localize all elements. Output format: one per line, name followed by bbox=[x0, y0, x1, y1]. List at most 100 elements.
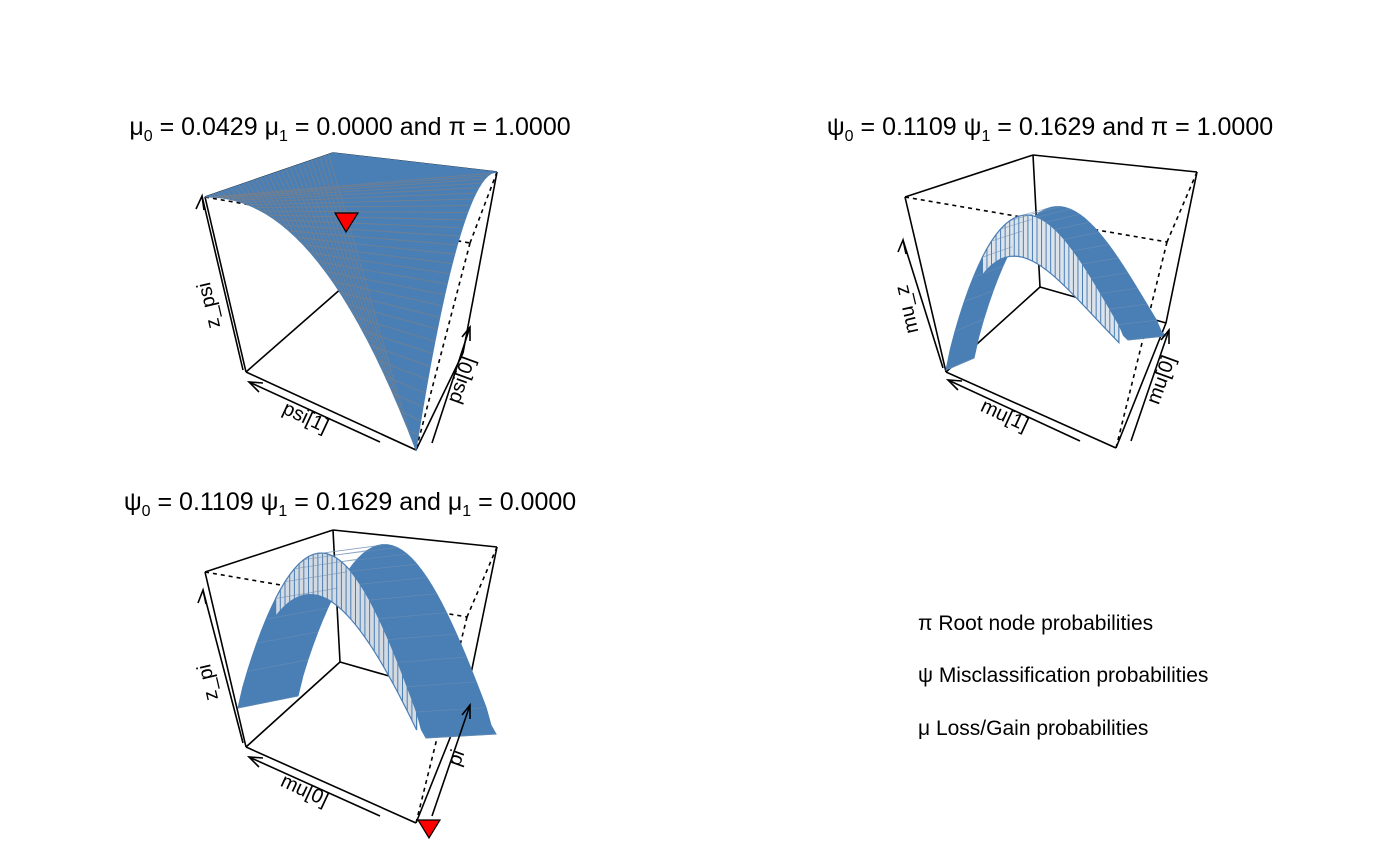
mesh-line bbox=[964, 290, 994, 303]
mesh-line bbox=[425, 733, 497, 739]
mesh-line bbox=[306, 161, 371, 346]
panel-3-surface bbox=[237, 544, 497, 739]
mesh-line bbox=[369, 593, 437, 601]
mesh-line bbox=[397, 656, 467, 663]
symbol-legend: π Root node probabilities ψ Misclassific… bbox=[918, 612, 1208, 740]
mesh-line bbox=[982, 246, 1013, 258]
mesh-line bbox=[272, 173, 312, 254]
panel-3-title: ψ0 = 0.1109 ψ1 = 0.1629 and μ1 = 0.0000 bbox=[124, 488, 576, 520]
mesh-line bbox=[1100, 287, 1138, 294]
panel-3-zlabel: z_pi bbox=[193, 662, 223, 703]
panel-pi-surface: ψ0 = 0.1109 ψ1 = 0.1629 and μ1 = 0.0000 bbox=[124, 488, 576, 840]
mesh-line bbox=[392, 393, 424, 408]
mesh-line bbox=[360, 577, 427, 585]
mesh-line bbox=[1091, 272, 1128, 279]
mesh-line bbox=[227, 182, 482, 200]
mesh-line bbox=[215, 175, 489, 198]
mesh-line bbox=[296, 237, 455, 255]
legend-item-pi: π Root node probabilities bbox=[918, 612, 1153, 635]
mesh-line bbox=[1018, 207, 1051, 217]
mesh-line bbox=[237, 695, 299, 709]
mesh-line bbox=[303, 244, 453, 265]
mesh-line bbox=[1109, 303, 1147, 310]
panel-3-xlabel: mu[0] bbox=[277, 770, 332, 811]
mesh-line bbox=[221, 178, 485, 199]
mesh-line bbox=[1046, 214, 1080, 223]
panel-1-axis-arrows bbox=[195, 193, 471, 444]
mesh-line bbox=[369, 344, 431, 367]
mesh-line bbox=[331, 547, 398, 556]
panel-1-title: μ0 = 0.0429 μ1 = 0.0000 and π = 1.0000 bbox=[129, 113, 570, 145]
mesh-line bbox=[325, 270, 445, 296]
panel-2-hidden-edges bbox=[904, 171, 1198, 449]
panel-1-xlabel: psi[1] bbox=[279, 397, 332, 437]
mesh-line bbox=[310, 252, 450, 275]
mesh-line bbox=[1036, 208, 1071, 218]
panel-2-xlabel: mu[1] bbox=[977, 395, 1032, 436]
mesh-line bbox=[240, 192, 476, 203]
mesh-line bbox=[347, 304, 438, 330]
mesh-line bbox=[289, 230, 458, 246]
mesh-line bbox=[251, 180, 276, 220]
mesh-line bbox=[408, 429, 419, 436]
surface-fill bbox=[204, 152, 498, 452]
mesh-line bbox=[350, 563, 417, 572]
mesh-line bbox=[1082, 257, 1119, 265]
legend-item-mu: μ Loss/Gain probabilities bbox=[918, 717, 1148, 740]
panel-2-title: ψ0 = 0.1109 ψ1 = 0.1629 and π = 1.0000 bbox=[827, 113, 1273, 145]
mesh-line bbox=[311, 160, 379, 361]
mesh-line bbox=[1064, 232, 1099, 240]
mesh-line bbox=[341, 553, 407, 563]
panel-1-ylabel: psi[0] bbox=[443, 354, 480, 406]
mesh-line bbox=[416, 707, 487, 713]
mesh-line bbox=[261, 210, 468, 213]
panel-2-surface bbox=[945, 206, 1168, 371]
mesh-line bbox=[255, 179, 283, 226]
mesh-line bbox=[256, 631, 318, 644]
panel-mu-surface: ψ0 = 0.1109 ψ1 = 0.1629 and π = 1.0000 bbox=[827, 113, 1273, 449]
mesh-line bbox=[400, 410, 421, 422]
mesh-line bbox=[328, 154, 409, 431]
mesh-line bbox=[354, 316, 436, 342]
mesh-line bbox=[208, 195, 211, 198]
mesh-line bbox=[388, 633, 457, 640]
mesh-line bbox=[317, 261, 448, 285]
mesh-line bbox=[1118, 319, 1157, 325]
mesh-line bbox=[973, 266, 1003, 278]
panel-3-marker-icon bbox=[416, 819, 442, 840]
mesh-line bbox=[1055, 221, 1090, 230]
mesh-line bbox=[247, 659, 308, 672]
mesh-line bbox=[1127, 335, 1167, 341]
panel-1-marker-icon bbox=[333, 212, 360, 234]
mesh-line bbox=[1027, 206, 1061, 216]
mesh-line bbox=[254, 205, 471, 209]
mesh-line bbox=[234, 187, 479, 201]
mesh-line bbox=[209, 172, 492, 198]
mesh-line bbox=[378, 612, 447, 620]
mesh-line bbox=[284, 571, 348, 583]
panel-3-ylabel: pi bbox=[443, 747, 469, 769]
mesh-line bbox=[266, 607, 328, 620]
mesh-line bbox=[991, 230, 1023, 242]
legend-item-psi: ψ Misclassification probabilities bbox=[918, 664, 1208, 687]
mesh-line bbox=[1073, 244, 1109, 252]
mesh-line bbox=[319, 157, 394, 394]
panel-3-axis-arrows bbox=[197, 587, 471, 817]
mesh-line bbox=[1000, 219, 1032, 230]
mesh-line bbox=[332, 281, 443, 307]
panel-2-axis-arrows bbox=[897, 237, 1170, 442]
mesh-line bbox=[281, 224, 460, 237]
mesh-line bbox=[385, 376, 426, 394]
mesh-line bbox=[407, 681, 477, 687]
panel-1-zlabel: z_psi bbox=[193, 280, 225, 330]
panel-1-surface bbox=[204, 152, 498, 452]
mesh-line bbox=[322, 544, 388, 554]
mesh-line bbox=[289, 167, 341, 293]
mesh-line bbox=[277, 171, 319, 262]
mesh-line bbox=[954, 319, 984, 332]
mesh-line bbox=[268, 174, 304, 246]
mesh-line bbox=[268, 214, 466, 221]
panel-2-ylabel: mu[0] bbox=[1142, 353, 1180, 408]
mesh-line bbox=[362, 330, 433, 355]
